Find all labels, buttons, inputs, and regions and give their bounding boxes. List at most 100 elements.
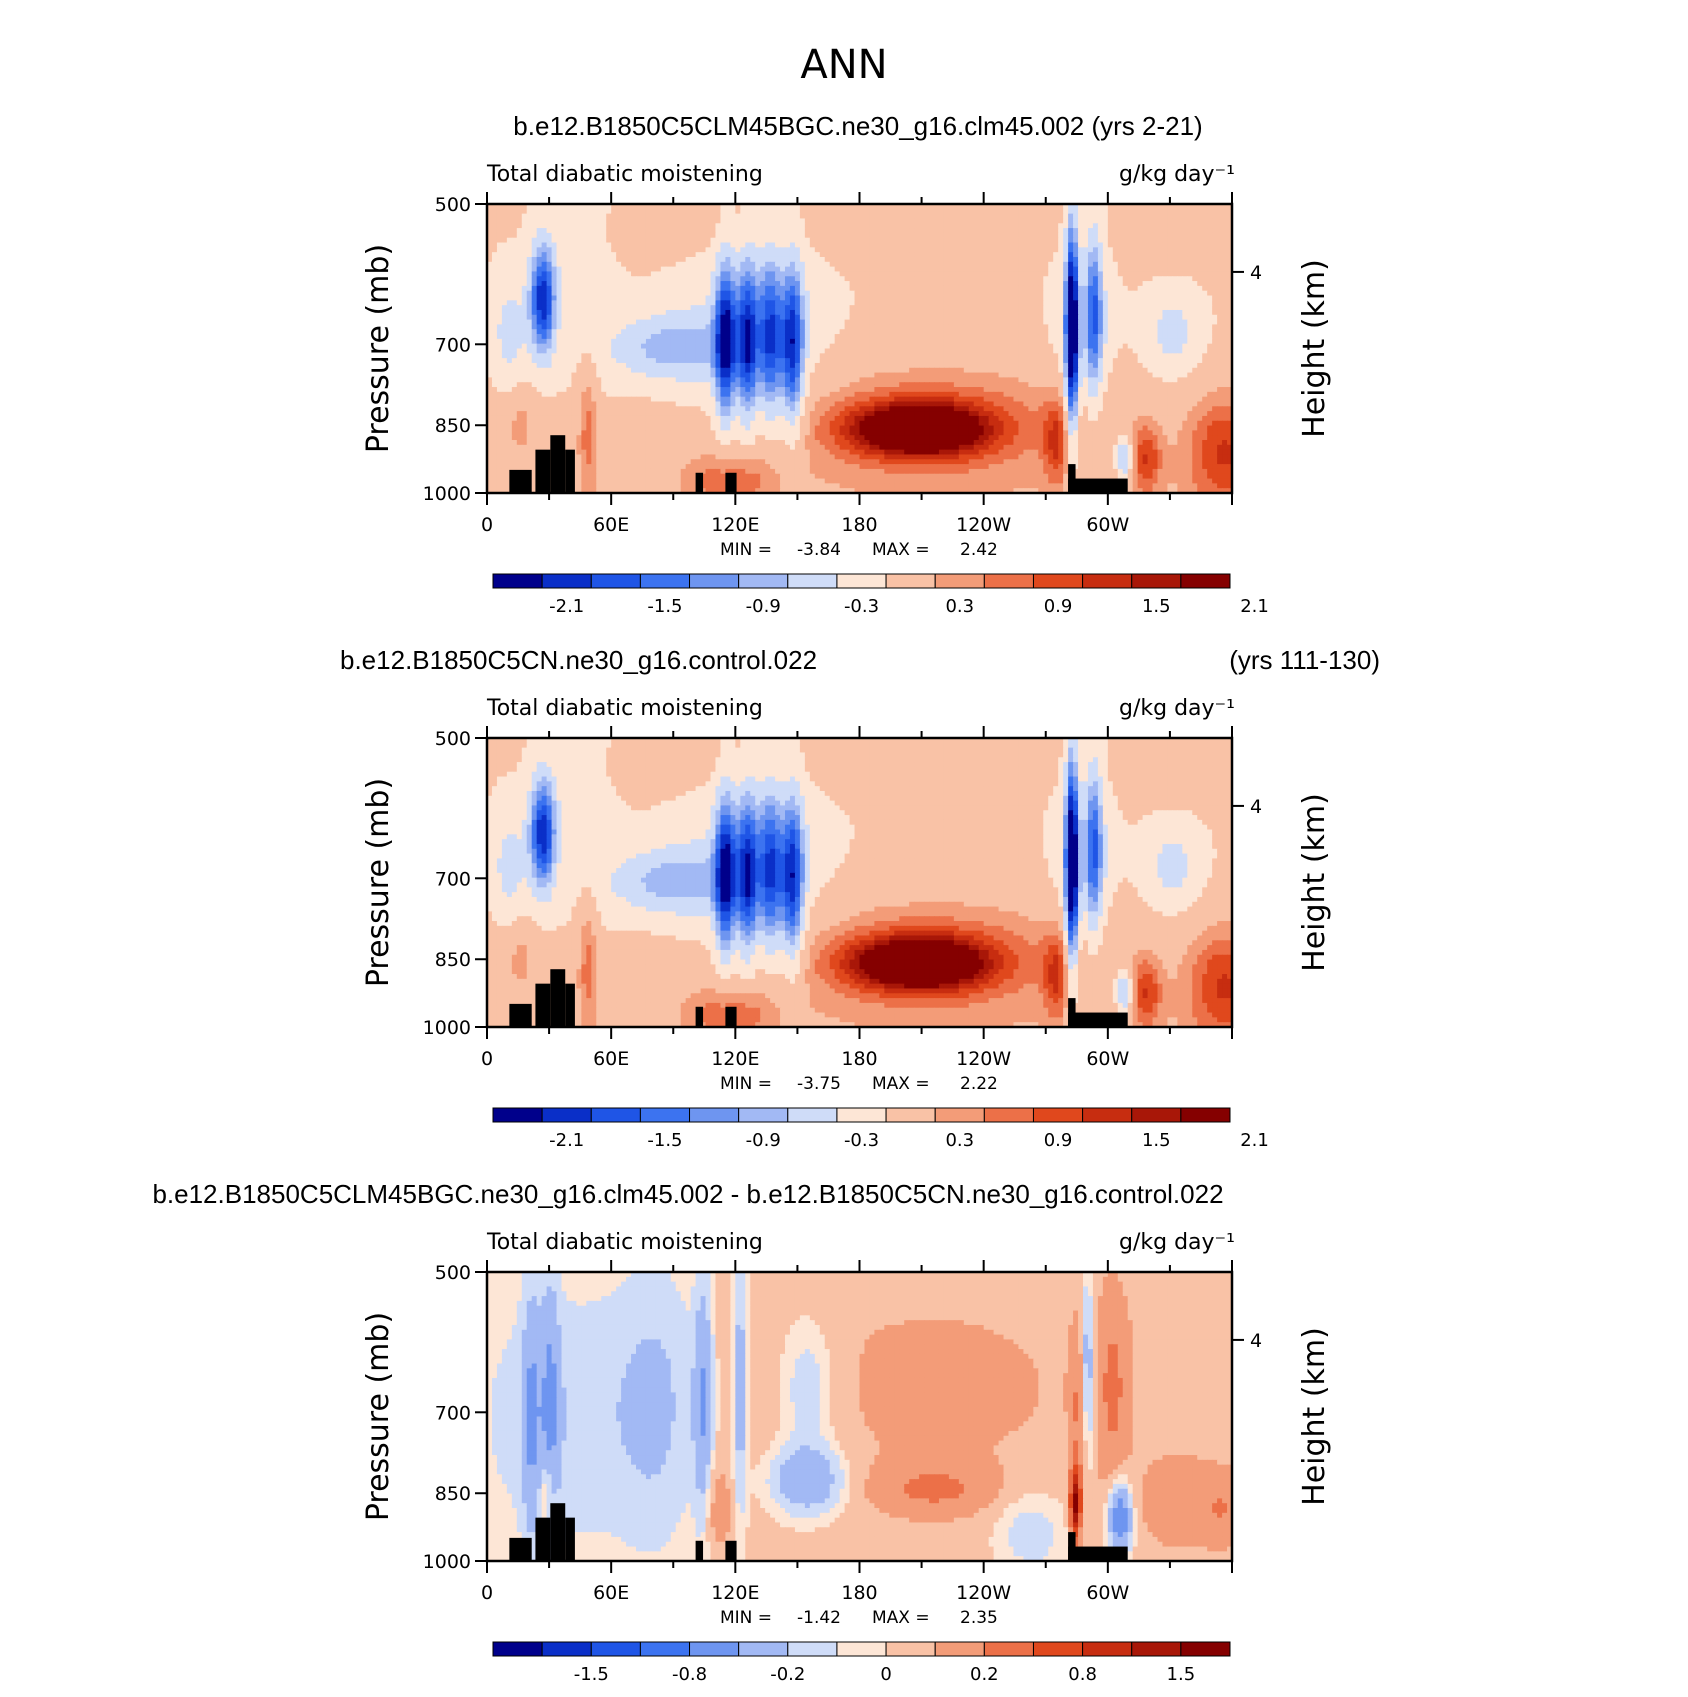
field-cell bbox=[879, 305, 885, 310]
field-cell bbox=[1113, 310, 1119, 315]
field-cell bbox=[760, 339, 766, 344]
field-cell bbox=[720, 238, 726, 243]
field-cell bbox=[626, 271, 632, 276]
field-cell bbox=[1098, 228, 1104, 233]
field-cell bbox=[889, 223, 895, 228]
field-cell bbox=[949, 247, 955, 252]
field-cell bbox=[1197, 324, 1203, 329]
field-cell bbox=[1212, 310, 1218, 315]
field-cell bbox=[1162, 271, 1168, 276]
field-cell bbox=[666, 320, 672, 325]
field-cell bbox=[512, 257, 518, 262]
field-cell bbox=[542, 209, 548, 214]
field-cell bbox=[1202, 349, 1208, 354]
field-cell bbox=[547, 218, 553, 223]
field-cell bbox=[1138, 339, 1144, 344]
field-cell bbox=[914, 349, 920, 354]
field-cell bbox=[1018, 276, 1024, 281]
field-cell bbox=[532, 324, 538, 329]
field-cell bbox=[810, 329, 816, 334]
field-cell bbox=[939, 296, 945, 301]
field-cell bbox=[606, 218, 612, 223]
field-cell bbox=[884, 324, 890, 329]
field-cell bbox=[1043, 243, 1049, 248]
field-cell bbox=[502, 310, 508, 315]
field-cell bbox=[671, 358, 677, 363]
field-cell bbox=[701, 276, 707, 281]
field-cell bbox=[651, 300, 657, 305]
field-cell bbox=[1153, 209, 1159, 214]
field-cell bbox=[646, 305, 652, 310]
field-cell bbox=[1133, 344, 1139, 349]
field-cell bbox=[591, 257, 597, 262]
field-cell bbox=[810, 339, 816, 344]
field-cell bbox=[899, 300, 905, 305]
field-cell bbox=[984, 209, 990, 214]
field-cell bbox=[562, 329, 568, 334]
field-cell bbox=[547, 257, 553, 262]
field-cell bbox=[502, 233, 508, 238]
field-cell bbox=[586, 286, 592, 291]
field-cell bbox=[1028, 243, 1034, 248]
field-cell bbox=[1028, 329, 1034, 334]
field-cell bbox=[760, 257, 766, 262]
field-cell bbox=[919, 214, 925, 219]
field-cell bbox=[596, 286, 602, 291]
field-cell bbox=[904, 315, 910, 320]
field-cell bbox=[1048, 329, 1054, 334]
field-cell bbox=[646, 310, 652, 315]
field-cell bbox=[596, 281, 602, 286]
field-cell bbox=[641, 247, 647, 252]
field-cell bbox=[527, 233, 533, 238]
field-cell bbox=[830, 300, 836, 305]
field-cell bbox=[576, 363, 582, 368]
field-cell bbox=[517, 310, 523, 315]
field-cell bbox=[552, 218, 558, 223]
field-cell bbox=[497, 315, 503, 320]
field-cell bbox=[1098, 281, 1104, 286]
field-cell bbox=[1043, 214, 1049, 219]
field-cell bbox=[805, 300, 811, 305]
field-cell bbox=[1207, 349, 1213, 354]
field-cell bbox=[661, 238, 667, 243]
field-cell bbox=[914, 267, 920, 272]
field-cell bbox=[641, 214, 647, 219]
field-cell bbox=[532, 218, 538, 223]
field-cell bbox=[869, 305, 875, 310]
field-cell bbox=[845, 271, 851, 276]
field-cell bbox=[616, 286, 622, 291]
field-cell bbox=[1167, 353, 1173, 358]
field-cell bbox=[681, 300, 687, 305]
field-cell bbox=[989, 238, 995, 243]
field-cell bbox=[517, 228, 523, 233]
field-cell bbox=[860, 223, 866, 228]
field-cell bbox=[984, 271, 990, 276]
field-cell bbox=[596, 257, 602, 262]
field-cell bbox=[601, 291, 607, 296]
field-cell bbox=[785, 247, 791, 252]
field-cell bbox=[760, 281, 766, 286]
field-cell bbox=[1207, 247, 1213, 252]
field-cell bbox=[601, 271, 607, 276]
field-cell bbox=[576, 233, 582, 238]
field-cell bbox=[1182, 334, 1188, 339]
field-cell bbox=[715, 281, 721, 286]
field-cell bbox=[1143, 349, 1149, 354]
field-cell bbox=[745, 291, 751, 296]
field-cell bbox=[542, 349, 548, 354]
field-cell bbox=[616, 344, 622, 349]
field-cell bbox=[1172, 320, 1178, 325]
field-cell bbox=[711, 262, 717, 267]
field-cell bbox=[1063, 305, 1069, 310]
field-cell bbox=[1207, 305, 1213, 310]
field-cell bbox=[874, 243, 880, 248]
field-cell bbox=[507, 262, 513, 267]
field-cell bbox=[1217, 281, 1223, 286]
field-cell bbox=[795, 267, 801, 272]
field-cell bbox=[1128, 329, 1134, 334]
field-cell bbox=[1153, 334, 1159, 339]
field-cell bbox=[606, 286, 612, 291]
field-cell bbox=[711, 257, 717, 262]
field-cell bbox=[994, 353, 1000, 358]
field-cell bbox=[1018, 267, 1024, 272]
